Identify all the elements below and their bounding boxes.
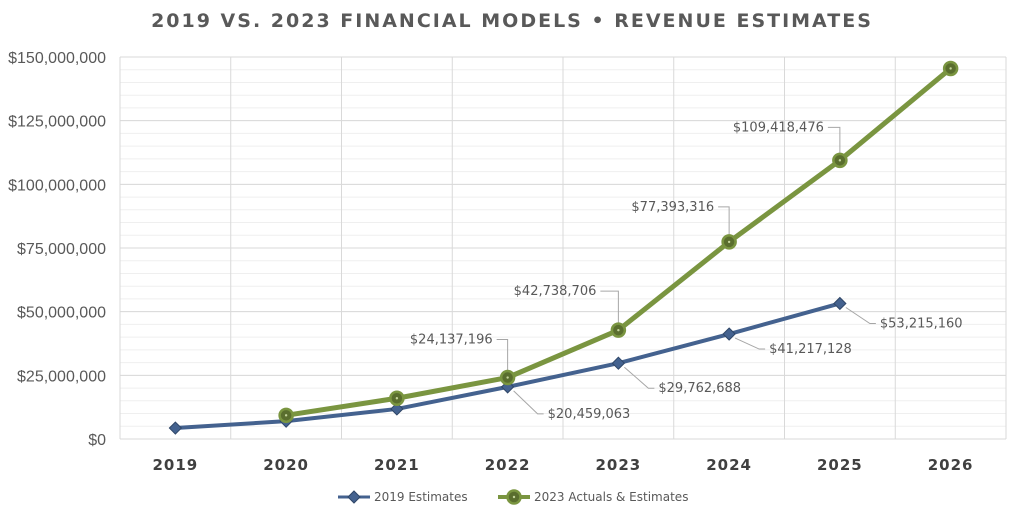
- data-label: $109,418,476: [733, 120, 824, 135]
- x-tick-label: 2026: [928, 456, 974, 474]
- data-point-marker-center: [395, 397, 399, 400]
- data-point-marker: [168, 421, 183, 435]
- data-point-marker-center: [838, 159, 842, 162]
- leader-line: [496, 339, 509, 371]
- data-label: $77,393,316: [631, 200, 714, 215]
- data-point-marker-center: [284, 414, 288, 417]
- leader-line: [600, 290, 619, 324]
- leader-line: [513, 390, 544, 415]
- data-point-marker-center: [949, 67, 952, 70]
- grid: [119, 56, 1007, 440]
- data-label: $29,762,688: [658, 381, 741, 396]
- y-tick-label: $25,000,000: [17, 368, 106, 385]
- data-label: $53,215,160: [880, 316, 963, 331]
- data-point-marker: [611, 356, 626, 370]
- x-tick-label: 2023: [596, 456, 642, 474]
- leader-line: [734, 337, 766, 350]
- y-tick-label: $125,000,000: [8, 114, 106, 131]
- x-tick-label: 2022: [485, 456, 531, 474]
- data-point-marker: [390, 402, 404, 416]
- y-tick-label: $75,000,000: [17, 241, 106, 258]
- x-tick-label: 2019: [153, 456, 199, 474]
- x-tick-label: 2024: [706, 456, 752, 474]
- leader-lines: [496, 126, 876, 415]
- x-tick-label: 2021: [374, 456, 420, 474]
- leader-line: [827, 126, 841, 154]
- y-tick-label: $100,000,000: [8, 177, 106, 194]
- y-tick-label: $150,000,000: [8, 50, 106, 67]
- y-tick-label: $50,000,000: [17, 305, 106, 322]
- axes: $0 $25,000,000 $50,000,000 $75,000,000 $100,…: [8, 50, 974, 474]
- data-label: $24,137,196: [410, 333, 493, 348]
- leader-line: [845, 307, 876, 324]
- legend-swatch-marker-center: [512, 495, 516, 499]
- legend-swatch-marker: [347, 490, 361, 504]
- x-tick-label: 2025: [817, 456, 863, 474]
- data-point-marker: [833, 296, 847, 311]
- x-tick-label: 2020: [263, 456, 309, 474]
- data-label: $20,459,063: [548, 407, 631, 422]
- legend-label: 2019 Estimates: [374, 490, 468, 504]
- data-point-marker-center: [506, 376, 509, 379]
- leader-line: [718, 206, 730, 235]
- data-point-marker-center: [727, 240, 731, 244]
- chart-title: 2019 VS. 2023 FINANCIAL MODELS • REVENUE…: [151, 10, 873, 32]
- series: [168, 60, 959, 435]
- data-point-marker: [722, 327, 736, 341]
- data-label: $42,738,706: [514, 284, 597, 299]
- leader-line: [624, 366, 655, 389]
- legend: 2019 Estimates 2023 Actuals & Estimates: [338, 489, 688, 505]
- y-tick-label: $0: [88, 432, 106, 449]
- data-label: $41,217,128: [769, 342, 852, 357]
- legend-label: 2023 Actuals & Estimates: [534, 490, 688, 504]
- data-point-marker-center: [617, 328, 620, 332]
- data-labels: $20,459,063 $29,762,688 $41,217,128 $53,215…: [410, 120, 963, 422]
